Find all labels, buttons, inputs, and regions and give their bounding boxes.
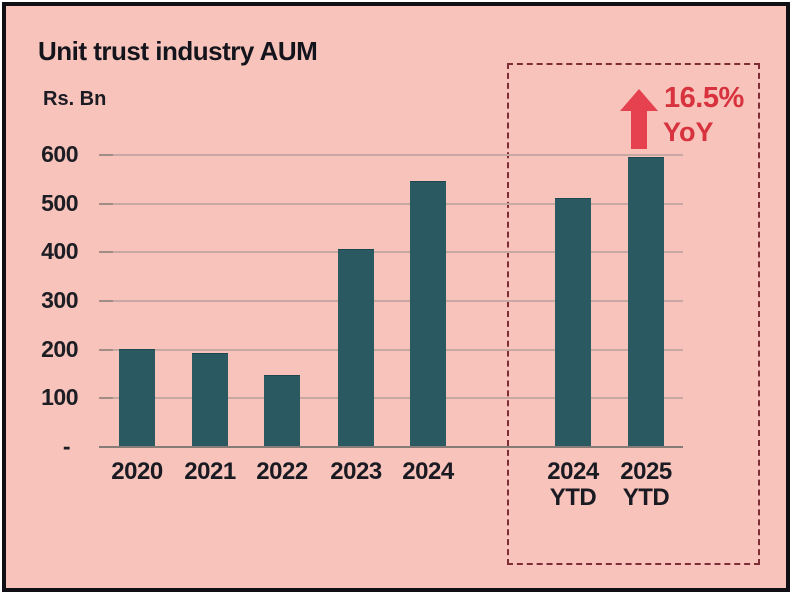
x-tick-label-2024: 2024 <box>402 458 454 485</box>
x-axis: 2020 2021 2022 2023 2024 2024 YTD 2025 Y… <box>99 459 683 521</box>
ytd-highlight-dashed-box <box>507 63 760 565</box>
y-tick <box>99 348 113 351</box>
y-tick <box>99 202 113 205</box>
bar-2025-ytd <box>628 156 664 446</box>
yoy-change-value: 16.5% <box>664 82 744 114</box>
gridline-500 <box>113 202 683 205</box>
up-arrow-icon <box>620 89 658 149</box>
x-tick-label-2022: 2022 <box>256 458 308 485</box>
bar-2024 <box>410 180 446 446</box>
plot-area <box>99 154 683 448</box>
y-tick-label: 500 <box>41 189 78 216</box>
y-tick <box>99 300 113 302</box>
y-tick <box>99 397 113 400</box>
yoy-change-label: YoY <box>663 117 714 147</box>
x-tick-label-2023: 2023 <box>330 458 382 485</box>
gridline-100 <box>113 397 683 400</box>
chart-title: Unit trust industry AUM <box>38 36 318 66</box>
y-tick-label: 600 <box>41 141 78 167</box>
y-tick-label: 300 <box>41 287 78 313</box>
x-tick-label-2025-ytd: 2025 YTD <box>620 458 672 511</box>
y-axis-unit-label: Rs. Bn <box>43 88 107 110</box>
x-tick-label-2020: 2020 <box>111 458 163 485</box>
y-tick-label: 200 <box>41 335 78 362</box>
x-tick-label-2021: 2021 <box>184 458 236 485</box>
y-tick-label-zero: - <box>62 433 71 459</box>
y-tick <box>99 251 113 254</box>
x-tick-label-2024-ytd: 2024 YTD <box>547 458 599 511</box>
y-axis: 600 500 400 300 200 100 - <box>28 141 78 459</box>
bar-2022 <box>264 375 300 446</box>
gridline-600 <box>113 154 683 156</box>
gridline-300 <box>113 300 683 302</box>
bar-2024-ytd <box>555 197 591 446</box>
bar-2020 <box>119 348 155 446</box>
y-tick-label: 100 <box>41 384 78 411</box>
y-tick <box>99 154 113 156</box>
bar-2021 <box>192 352 228 446</box>
y-tick-label: 400 <box>41 238 78 265</box>
gridline-400 <box>113 251 683 254</box>
gridline-200 <box>113 348 683 351</box>
bar-2023 <box>338 248 374 446</box>
